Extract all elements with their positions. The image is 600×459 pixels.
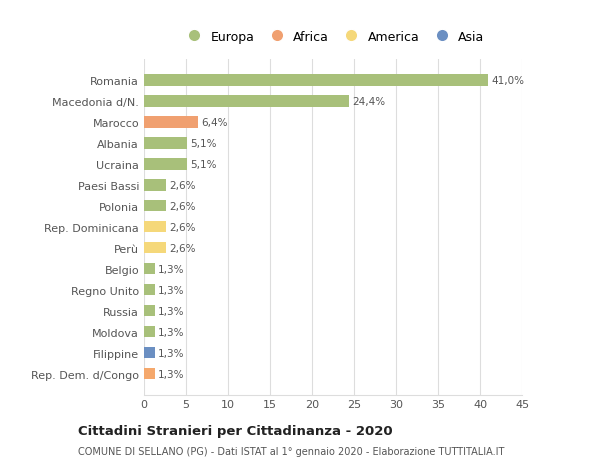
Bar [144, 263, 155, 275]
Legend: Europa, Africa, America, Asia: Europa, Africa, America, Asia [176, 26, 490, 49]
Bar [144, 368, 155, 380]
Bar [144, 326, 155, 338]
Bar [144, 284, 155, 296]
Bar [144, 179, 166, 191]
Text: 1,3%: 1,3% [158, 306, 185, 316]
Text: COMUNE DI SELLANO (PG) - Dati ISTAT al 1° gennaio 2020 - Elaborazione TUTTITALIA: COMUNE DI SELLANO (PG) - Dati ISTAT al 1… [78, 447, 505, 456]
Text: 2,6%: 2,6% [169, 243, 196, 253]
Bar [144, 347, 155, 358]
Bar [144, 305, 155, 317]
Bar [144, 117, 198, 128]
Text: 1,3%: 1,3% [158, 264, 185, 274]
Bar [144, 96, 349, 107]
Text: 1,3%: 1,3% [158, 327, 185, 337]
Text: 2,6%: 2,6% [169, 180, 196, 190]
Text: 6,4%: 6,4% [201, 118, 227, 128]
Text: 2,6%: 2,6% [169, 202, 196, 211]
Text: 1,3%: 1,3% [158, 285, 185, 295]
Text: 24,4%: 24,4% [352, 96, 385, 106]
Bar [144, 159, 187, 170]
Bar [144, 138, 187, 149]
Text: Cittadini Stranieri per Cittadinanza - 2020: Cittadini Stranieri per Cittadinanza - 2… [78, 424, 392, 437]
Bar [144, 242, 166, 254]
Bar [144, 201, 166, 212]
Text: 1,3%: 1,3% [158, 369, 185, 379]
Text: 1,3%: 1,3% [158, 348, 185, 358]
Text: 41,0%: 41,0% [492, 76, 525, 86]
Bar [144, 75, 488, 86]
Text: 2,6%: 2,6% [169, 222, 196, 232]
Text: 5,1%: 5,1% [190, 139, 217, 148]
Text: 5,1%: 5,1% [190, 159, 217, 169]
Bar [144, 221, 166, 233]
